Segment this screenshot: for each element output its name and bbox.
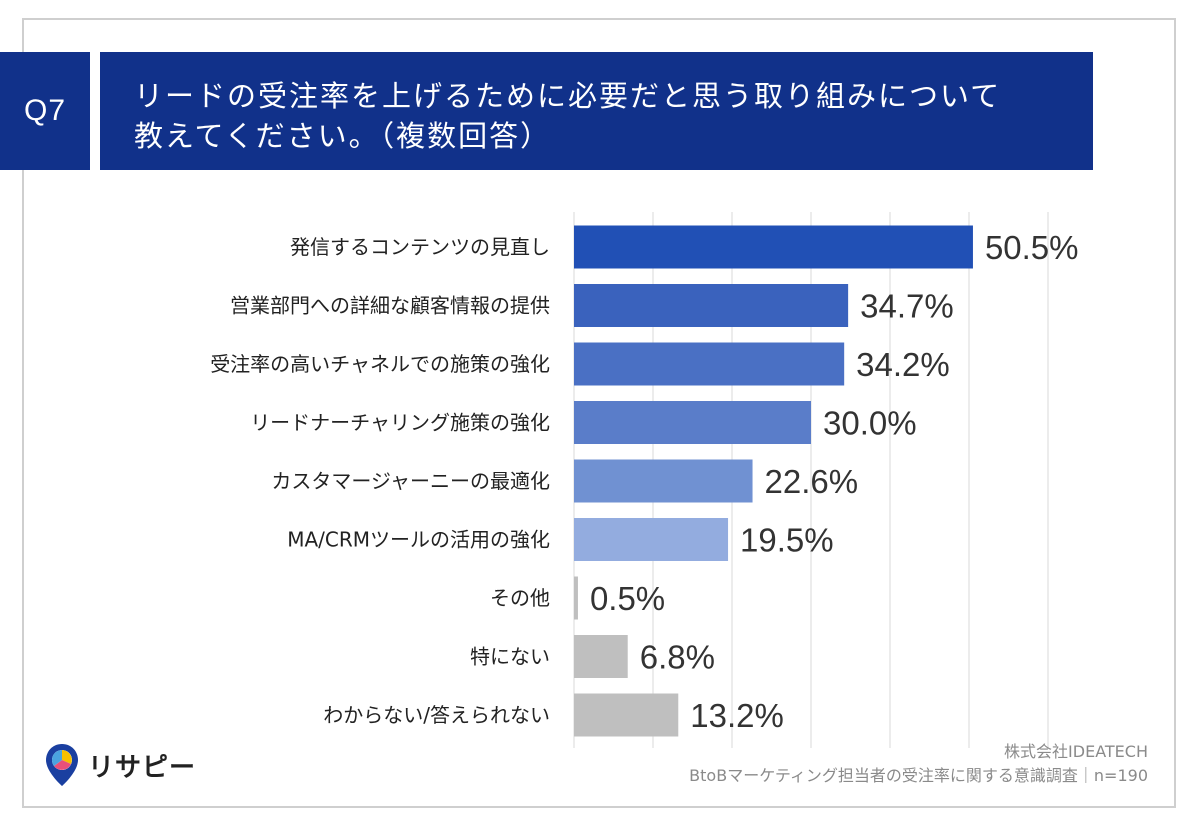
footer-survey: BtoBマーケティング担当者の受注率に関する意識調査｜n=190 [689,766,1148,785]
brand-logo-text: リサピー [88,752,197,783]
data-label: 0.5% [590,580,665,617]
question-title-line1: リードの受注率を上げるために必要だと思う取り組みについて [134,79,1002,113]
footer-source: 株式会社IDEATECH BtoBマーケティング担当者の受注率に関する意識調査｜… [689,740,1148,788]
data-label: 13.2% [690,697,784,734]
bar [574,576,578,620]
category-label: 受注率の高いチャネルでの施策の強化 [210,352,550,376]
data-label: 50.5% [985,229,1079,266]
question-badge: Q7 [0,52,90,170]
category-label: その他 [490,586,550,610]
brand-logo: リサピー [44,742,196,788]
category-label: 発信するコンテンツの見直し [290,235,550,259]
category-label: MA/CRMツールの活用の強化 [287,528,550,552]
data-label: 6.8% [640,639,715,676]
question-title-line2: 教えてください。（複数回答） [134,119,552,153]
category-label: わからない/答えられない [323,703,550,727]
bar [574,284,849,327]
pin-icon [46,744,78,786]
question-title: リードの受注率を上げるために必要だと思う取り組みについて 教えてください。（複数… [100,52,1093,170]
bar [574,518,729,561]
category-label: 特にない [470,645,550,669]
data-label: 30.0% [823,405,917,442]
chart-frame [22,18,1176,808]
data-label: 22.6% [765,463,859,500]
bar [574,342,845,386]
bar [574,693,679,737]
bar [574,459,753,503]
category-label: 営業部門への詳細な顧客情報の提供 [230,294,550,318]
bar [574,635,628,678]
footer-company: 株式会社IDEATECH [1004,742,1148,761]
category-label: リードナーチャリング施策の強化 [250,411,550,435]
data-label: 19.5% [740,522,834,559]
data-label: 34.7% [860,288,954,325]
data-label: 34.2% [856,346,950,383]
category-label: カスタマージャーニーの最適化 [271,469,550,493]
bar [574,225,973,269]
bar [574,401,811,444]
